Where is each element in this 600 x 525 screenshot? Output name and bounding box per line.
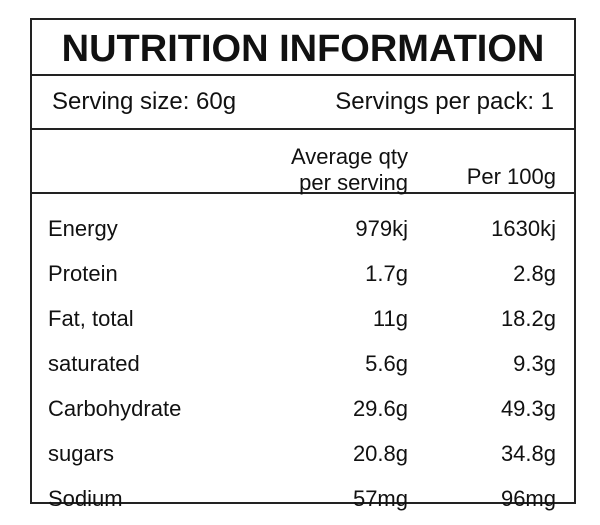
table-row: Energy 979kj 1630kj bbox=[32, 206, 574, 251]
serving-row: Serving size: 60g Servings per pack: 1 bbox=[32, 76, 574, 130]
nutrient-value: 34.8g bbox=[500, 441, 556, 466]
title: NUTRITION INFORMATION bbox=[32, 20, 574, 76]
nutrient-name: Sodium bbox=[48, 486, 123, 511]
column-header: Per 100g bbox=[466, 164, 556, 189]
nutrient-value: 96mg bbox=[500, 486, 556, 511]
nutrition-panel: NUTRITION INFORMATION Serving size: 60g … bbox=[30, 18, 576, 511]
table-row: Fat, total 11g 18.2g bbox=[32, 296, 574, 341]
nutrient-value: 29.6g bbox=[352, 396, 408, 421]
nutrient-value: 979kj bbox=[355, 216, 408, 241]
table-header: Average qty per serving Per 100g bbox=[32, 130, 574, 195]
nutrient-value: 1630kj bbox=[491, 216, 556, 241]
nutrient-value: 5.6g bbox=[365, 351, 408, 376]
nutrient-name: Energy bbox=[48, 216, 118, 241]
nutrient-value: 49.3g bbox=[500, 396, 556, 421]
table-body: Energy 979kj 1630kj Protein 1.7g 2.8g Fat, tot… bbox=[32, 194, 574, 521]
nutrient-value: 11g bbox=[372, 306, 408, 331]
nutrient-name: sugars bbox=[48, 441, 115, 466]
nutrient-name: Protein bbox=[48, 261, 118, 286]
nutrient-value: 9.3g bbox=[513, 351, 556, 376]
table-row: Protein 1.7g 2.8g bbox=[32, 251, 574, 296]
table-row: sugars 20.8g 34.8g bbox=[32, 431, 574, 476]
nutrient-value: 1.7g bbox=[365, 261, 408, 286]
nutrient-name: saturated bbox=[48, 351, 140, 376]
table-row: Sodium 57mg 96mg bbox=[32, 476, 574, 521]
nutrient-name: Fat, total bbox=[48, 306, 134, 331]
column-header: Average qty per serving bbox=[290, 144, 408, 195]
nutrient-value: 20.8g bbox=[352, 441, 408, 466]
nutrient-name: Carbohydrate bbox=[48, 396, 182, 421]
nutrient-value: 18.2g bbox=[500, 306, 556, 331]
table-row: Carbohydrate 29.6g 49.3g bbox=[32, 386, 574, 431]
nutrient-value: 57mg bbox=[352, 486, 408, 511]
servings-per-pack: Servings per pack: 1 bbox=[335, 88, 554, 115]
table-row: saturated 5.6g 9.3g bbox=[32, 341, 574, 386]
serving-size: Serving size: 60g bbox=[52, 88, 237, 115]
nutrient-value: 2.8g bbox=[513, 261, 556, 286]
